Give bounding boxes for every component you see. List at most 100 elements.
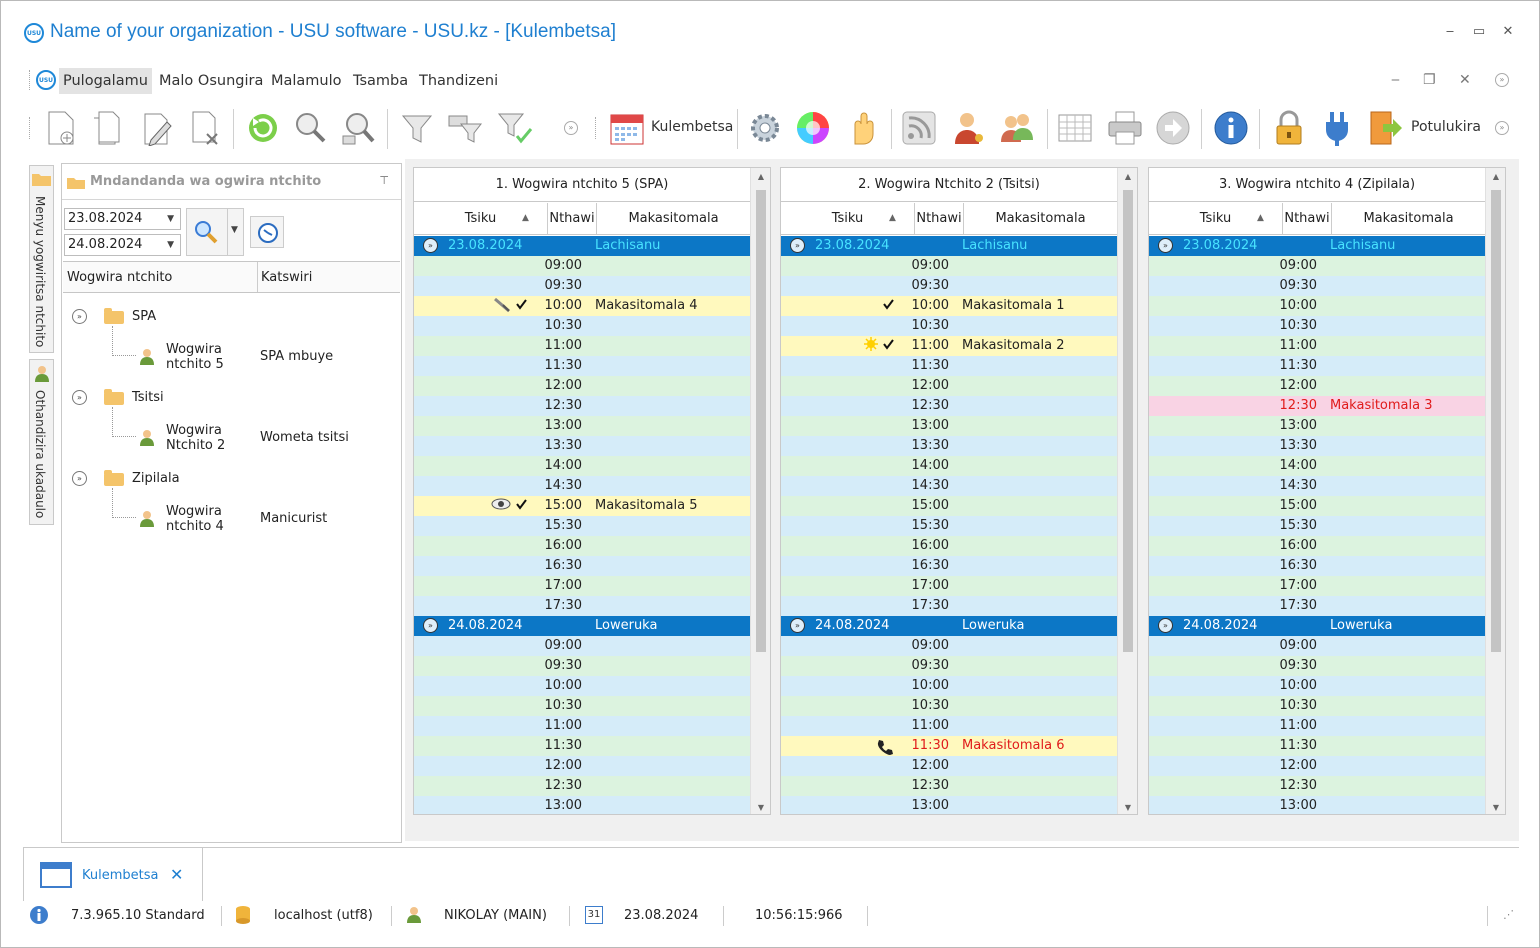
chevron-down-icon[interactable]: ▼ xyxy=(167,214,174,224)
calendar-label[interactable]: Kulembetsa xyxy=(651,119,734,135)
time-slot-row[interactable]: 12:00 xyxy=(781,756,1117,776)
time-slot-row[interactable]: 13:00 xyxy=(414,416,750,436)
date-group-row[interactable]: » 24.08.2024 Loweruka xyxy=(414,616,750,636)
time-slot-row[interactable]: 11:30 xyxy=(1149,736,1485,756)
col-employee[interactable]: Wogwira ntchito xyxy=(67,270,173,285)
time-slot-row[interactable]: 13:00 xyxy=(781,416,1117,436)
date-group-row[interactable]: » 23.08.2024 Lachisanu xyxy=(414,236,750,256)
employee-name[interactable]: Wogwira Ntchito 2 xyxy=(166,423,226,453)
calendar-icon[interactable] xyxy=(607,107,647,149)
vertical-scrollbar[interactable]: ▲ ▼ xyxy=(750,168,770,814)
time-slot-row[interactable]: 09:00 xyxy=(781,256,1117,276)
usu-menu-icon[interactable]: USU xyxy=(36,70,56,90)
filter-field-icon[interactable] xyxy=(445,107,485,149)
time-slot-row[interactable]: 10:30 xyxy=(414,316,750,336)
tab-user-menu[interactable]: Menyu yogwiritsa ntchito xyxy=(29,165,54,353)
time-slot-row[interactable]: 13:30 xyxy=(1149,436,1485,456)
printer-icon[interactable] xyxy=(1105,107,1145,149)
time-slot-row[interactable]: 16:30 xyxy=(1149,556,1485,576)
scroll-thumb[interactable] xyxy=(756,190,766,652)
delete-record-icon[interactable] xyxy=(185,107,225,149)
slot-client[interactable]: Makasitomala 6 xyxy=(962,738,1065,753)
time-slot-row[interactable]: 14:30 xyxy=(414,476,750,496)
time-slot-row[interactable]: 11:30 Makasitomala 6 xyxy=(781,736,1117,756)
vertical-scrollbar[interactable]: ▲ ▼ xyxy=(1117,168,1137,814)
employee-name[interactable]: Wogwira ntchito 5 xyxy=(166,342,224,372)
time-slot-row[interactable]: 15:00 Makasitomala 5 xyxy=(414,496,750,516)
time-slot-row[interactable]: 09:00 xyxy=(1149,636,1485,656)
time-slot-row[interactable]: 09:30 xyxy=(781,276,1117,296)
time-slot-row[interactable]: 11:30 xyxy=(781,356,1117,376)
minimize-button[interactable]: ‒ xyxy=(1445,24,1455,39)
time-slot-row[interactable]: 11:00 xyxy=(1149,716,1485,736)
time-slot-row[interactable]: 14:00 xyxy=(414,456,750,476)
group-zipilala[interactable]: Zipilala xyxy=(132,471,180,486)
mdi-minimize-button[interactable]: ‒ xyxy=(1391,72,1400,88)
time-slot-row[interactable]: 09:00 xyxy=(414,636,750,656)
time-slot-row[interactable]: 12:30 xyxy=(781,776,1117,796)
collapse-icon[interactable]: » xyxy=(1158,618,1173,633)
collapse-icon[interactable]: » xyxy=(423,618,438,633)
time-slot-row[interactable]: 16:00 xyxy=(781,536,1117,556)
time-slot-row[interactable]: 14:30 xyxy=(1149,476,1485,496)
maximize-button[interactable]: ▭ xyxy=(1472,24,1486,39)
time-slot-row[interactable]: 10:00 Makasitomala 4 xyxy=(414,296,750,316)
hand-stop-icon[interactable] xyxy=(843,107,883,149)
resize-grip-icon[interactable]: ⋰ xyxy=(1503,908,1514,921)
rss-feed-icon[interactable] xyxy=(899,107,939,149)
scroll-down-icon[interactable]: ▼ xyxy=(1124,803,1132,812)
time-slot-row[interactable]: 16:30 xyxy=(414,556,750,576)
time-slot-row[interactable]: 12:00 xyxy=(1149,756,1485,776)
time-slot-row[interactable]: 09:00 xyxy=(1149,256,1485,276)
time-slot-row[interactable]: 12:30 xyxy=(1149,776,1485,796)
menu-thandizeni[interactable]: Thandizeni xyxy=(419,73,499,89)
collapse-icon[interactable]: » xyxy=(72,390,87,405)
settings-gear-icon[interactable] xyxy=(745,107,785,149)
time-slot-row[interactable]: 14:00 xyxy=(781,456,1117,476)
time-slot-row[interactable]: 10:30 xyxy=(781,316,1117,336)
col-time[interactable]: Nthawi xyxy=(916,211,962,226)
forward-arrow-icon[interactable] xyxy=(1153,107,1193,149)
time-slot-row[interactable]: 12:30 xyxy=(414,396,750,416)
time-slot-row[interactable]: 13:00 xyxy=(1149,796,1485,814)
time-slot-row[interactable]: 16:00 xyxy=(1149,536,1485,556)
time-slot-row[interactable]: 17:00 xyxy=(1149,576,1485,596)
lock-icon[interactable] xyxy=(1269,107,1309,149)
col-client[interactable]: Makasitomala xyxy=(995,211,1086,226)
time-slot-row[interactable]: 13:00 xyxy=(781,796,1117,814)
scroll-thumb[interactable] xyxy=(1491,190,1501,652)
time-slot-row[interactable]: 09:30 xyxy=(1149,656,1485,676)
refresh-icon[interactable] xyxy=(243,107,283,149)
time-slot-row[interactable]: 14:00 xyxy=(1149,456,1485,476)
vertical-scrollbar[interactable]: ▲ ▼ xyxy=(1485,168,1505,814)
col-time[interactable]: Nthawi xyxy=(1284,211,1330,226)
search-icon[interactable] xyxy=(291,107,331,149)
collapse-icon[interactable]: » xyxy=(72,309,87,324)
time-slot-row[interactable]: 11:00 xyxy=(414,716,750,736)
time-slot-row[interactable]: 09:30 xyxy=(781,656,1117,676)
menu-pulogalamu[interactable]: Pulogalamu xyxy=(59,68,152,94)
time-slot-row[interactable]: 10:30 xyxy=(781,696,1117,716)
time-slot-row[interactable]: 11:30 xyxy=(1149,356,1485,376)
scroll-up-icon[interactable]: ▲ xyxy=(1492,172,1500,181)
menu-malamulo[interactable]: Malamulo xyxy=(271,73,342,89)
chevron-down-icon[interactable]: ▼ xyxy=(167,240,174,250)
users-group-icon[interactable] xyxy=(997,107,1037,149)
clock-button[interactable] xyxy=(250,216,284,248)
employee-name[interactable]: Wogwira ntchito 4 xyxy=(166,504,224,534)
exit-door-icon[interactable] xyxy=(1365,107,1405,149)
filter-check-icon[interactable] xyxy=(495,107,535,149)
time-slot-row[interactable]: 17:30 xyxy=(781,596,1117,616)
time-slot-row[interactable]: 11:30 xyxy=(414,736,750,756)
collapse-icon[interactable]: » xyxy=(423,238,438,253)
mdi-close-button[interactable]: ✕ xyxy=(1459,72,1471,88)
time-slot-row[interactable]: 09:00 xyxy=(781,636,1117,656)
time-slot-row[interactable]: 11:00 xyxy=(414,336,750,356)
time-slot-row[interactable]: 16:30 xyxy=(781,556,1117,576)
time-slot-row[interactable]: 09:30 xyxy=(1149,276,1485,296)
time-slot-row[interactable]: 12:00 xyxy=(414,376,750,396)
copy-record-icon[interactable] xyxy=(87,107,127,149)
date-group-row[interactable]: » 23.08.2024 Lachisanu xyxy=(1149,236,1485,256)
menu-tsamba[interactable]: Tsamba xyxy=(353,73,409,89)
tab-tech-support[interactable]: Othandizira ukadaulo xyxy=(29,359,54,525)
